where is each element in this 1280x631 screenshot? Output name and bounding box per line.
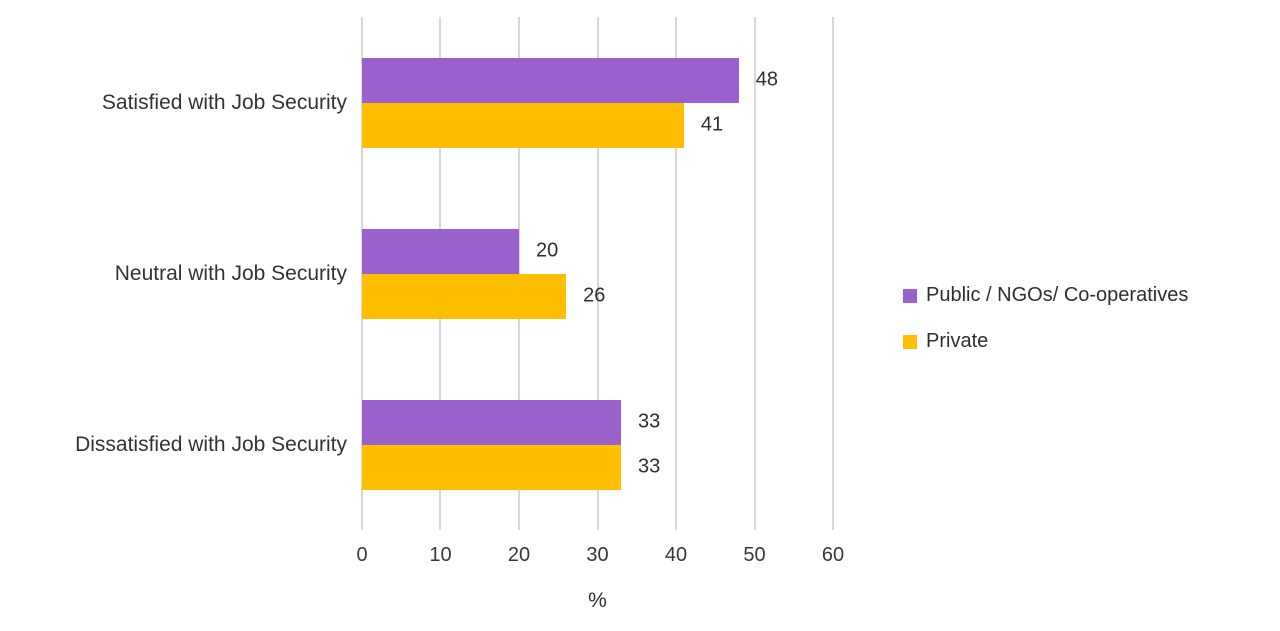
bar-private: 26 [362,273,605,319]
x-tick-label: 40 [664,544,688,566]
category-label: Neutral with Job Security [114,261,347,285]
legend-item-private: Private [903,330,1188,353]
legend-swatch-icon [903,334,917,349]
bar-public-ngos-co-operatives: 33 [362,399,660,445]
bar-public-ngos-co-operatives: 20 [362,228,558,274]
legend: Public / NGOs/ Co-operatives Private [903,284,1188,353]
value-label: 41 [700,113,724,136]
value-label: 26 [583,284,606,307]
bar-group-neutral-with-job-security: Neutral with Job Security 20 26 [115,188,833,359]
x-tick-label: 0 [356,544,368,566]
gridline [832,17,834,530]
bar-group-dissatisfied-with-job-security: Dissatisfied with Job Security 33 33 [75,359,833,530]
x-tick-label: 10 [429,544,452,566]
legend-swatch-icon [903,288,917,303]
value-label: 20 [535,239,559,262]
category-label: Dissatisfied with Job Security [75,432,347,456]
legend-label: Public / NGOs/ Co-operatives [926,284,1189,306]
x-tick-label: 30 [586,544,609,566]
plot-area: Satisfied with Job Security 48 41 Neutral w… [75,17,834,530]
gridline [674,17,677,530]
x-tick-label: 20 [507,544,531,566]
x-axis: 0 10 20 30 40 50 60 [356,544,844,574]
gridline [596,17,599,530]
legend-label: Private [926,330,989,352]
legend-item-public-ngos-co-operatives: Public / NGOs/ Co-operatives [903,284,1188,307]
x-axis-title: % [588,589,607,612]
category-label: Satisfied with Job Security [101,90,347,114]
bar-private: 33 [362,444,660,490]
x-tick-label: 50 [743,544,766,566]
value-label: 33 [638,410,661,433]
value-label: 48 [755,68,779,91]
x-tick-label: 60 [821,544,845,566]
value-label: 33 [638,455,661,478]
bar-group-satisfied-with-job-security: Satisfied with Job Security 48 41 [102,17,833,188]
gridline [753,17,756,530]
bar-private: 41 [362,102,723,148]
bar-rows: Satisfied with Job Security 48 41 Neutral w… [75,17,833,530]
bar-public-ngos-co-operatives: 48 [362,57,778,103]
